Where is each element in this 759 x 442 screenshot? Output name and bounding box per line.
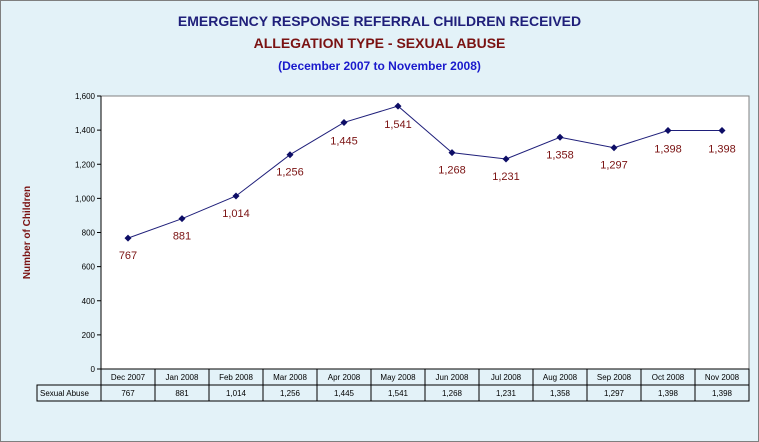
y-axis-label: Number of Children [22,186,33,279]
y-tick-label: 800 [82,229,96,238]
chart-subtitle: ALLEGATION TYPE - SEXUAL ABUSE [253,35,506,51]
data-label: 767 [119,250,137,262]
data-point [502,155,510,163]
data-label: 881 [173,231,191,243]
x-category-label: Feb 2008 [219,373,253,382]
y-tick-label: 600 [82,263,96,272]
data-label: 1,297 [600,160,628,172]
table-value-cell: 1,398 [658,389,679,398]
data-point [286,151,294,159]
x-category-label: Jan 2008 [166,373,199,382]
x-category-label: Jul 2008 [491,373,522,382]
y-tick-label: 1,600 [75,92,96,101]
x-category-label: Oct 2008 [652,373,685,382]
x-category-label: Apr 2008 [328,373,361,382]
table-value-cell: 1,297 [604,389,625,398]
data-label-layer: 767 881 1,014 1,256 1,445 1,541 1,268 1,231 1,35… [119,119,736,262]
y-tick-label: 0 [91,365,96,374]
x-category-label: Jun 2008 [436,373,469,382]
x-category-label: Aug 2008 [543,373,578,382]
table-value-cell: 1,358 [550,389,571,398]
data-point [178,215,186,223]
data-point [124,234,132,242]
data-point [610,144,618,152]
table-value-cell: 1,398 [712,389,733,398]
x-category-label: Nov 2008 [705,373,740,382]
data-label: 1,231 [492,171,520,183]
x-category-label: Mar 2008 [273,373,307,382]
table-value-cell: 1,231 [496,389,517,398]
table-value-cell: 1,256 [280,389,301,398]
data-table: Dec 2007 Jan 2008 Feb 2008 Mar 2008 Apr 2008… [36,368,750,402]
series-layer [124,102,726,242]
data-point [232,192,240,200]
table-value-cell: 1,268 [442,389,463,398]
table-value-cell: 881 [175,389,189,398]
data-label: 1,358 [546,149,574,161]
y-tick-label: 1,000 [75,194,96,203]
data-label: 1,445 [330,135,358,147]
data-label: 1,398 [654,143,682,155]
table-value-cell: 1,014 [226,389,247,398]
table-value-cell: 1,541 [388,389,409,398]
y-tick-label: 1,400 [75,126,96,135]
y-tick-label: 200 [82,331,96,340]
data-point [340,118,348,126]
data-point [556,133,564,141]
data-point [394,102,402,110]
axis-layer: 0 200 400 600 800 1,000 1,200 1,400 1,600 Number … [22,92,750,374]
y-tick-label: 1,200 [75,160,96,169]
plot-area [100,95,750,370]
table-value-cell: 1,445 [334,389,355,398]
table-value-cell: 767 [121,389,135,398]
data-label: 1,398 [708,143,736,155]
x-category-label: Dec 2007 [111,373,146,382]
chart-period: (December 2007 to November 2008) [278,59,481,73]
table-series-name: Sexual Abuse [40,389,89,398]
data-point [718,126,726,134]
data-point [448,149,456,157]
series-line [127,105,722,239]
chart-title: EMERGENCY RESPONSE REFERRAL CHILDREN REC… [177,13,582,29]
x-category-label: Sep 2008 [597,373,632,382]
data-label: 1,256 [276,167,304,179]
data-label: 1,541 [384,119,412,131]
data-point [664,126,672,134]
data-label: 1,268 [438,165,466,177]
y-tick-label: 400 [82,297,96,306]
x-category-label: May 2008 [380,373,416,382]
data-label: 1,014 [222,208,250,220]
